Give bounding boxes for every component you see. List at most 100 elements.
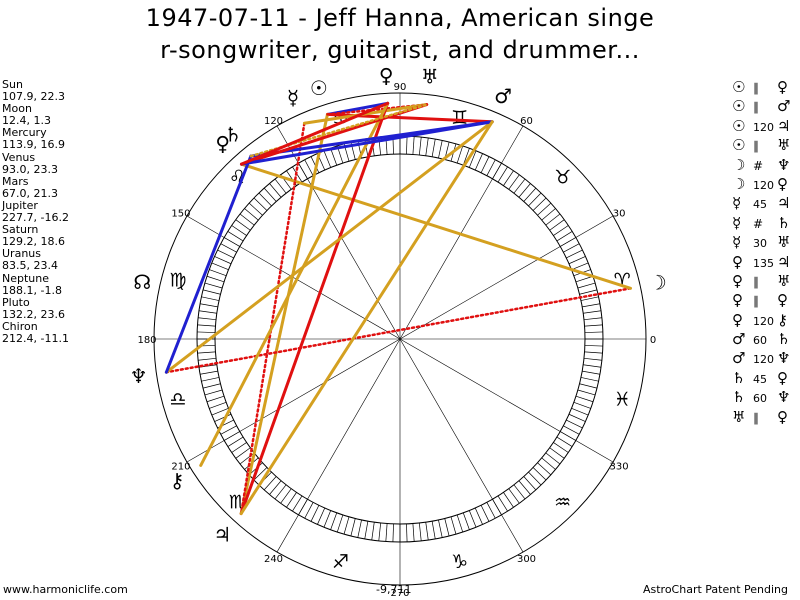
degree-tick [523,476,537,491]
planet-positions-list: Sun 107.9, 22.3 Moon 12.4, 1.3 Mercury 113.9,… [2,78,69,345]
aspect-type: 60 [753,392,767,406]
aspect-line [239,112,329,516]
degree-tick [201,377,220,382]
degree-tick [286,492,297,508]
degree-tick [310,505,320,522]
aspect-row: ♂ 120 ♆ [732,349,798,368]
aspect-type: ∥ [753,294,759,309]
aspect-planet-b: ♆ [777,349,791,368]
aspect-planet-a: ☉ [732,116,746,135]
degree-tick [304,502,314,519]
aspect-type: 120 [753,120,774,134]
degree-tick [206,275,225,283]
degree-tick [580,296,599,301]
degree-tick [575,275,594,283]
degree-label: 240 [264,554,283,565]
degree-tick [231,225,247,236]
degree-tick [211,407,229,416]
planet-position-value: 83.5, 23.4 [2,259,58,273]
aspect-row: ☉ ∥ ♂ [732,97,798,116]
degree-tick [456,145,464,164]
degree-tick [310,156,320,173]
planet-position-value: 129.2, 18.6 [2,235,65,249]
degree-tick [364,521,369,539]
degree-tick [202,289,221,295]
degree-label: 30 [613,209,626,220]
degree-tick [239,213,255,226]
degree-tick [528,192,542,207]
aspect-line [239,101,390,166]
aspect-type: 120 [753,353,774,367]
degree-tick [532,197,547,211]
degree-tick [209,269,227,277]
degree-tick [532,467,547,481]
degree-tick [486,159,496,176]
degree-tick [217,249,234,259]
degree-tick [197,331,216,333]
degree-tick [317,507,326,525]
sign-spoke [399,338,524,553]
aspect-type: ∥ [753,139,759,154]
degree-label: 300 [517,554,536,565]
aspect-type: ∥ [753,274,759,289]
degree-tick [503,170,514,186]
aspect-row: ☿ 30 ♅ [732,233,798,252]
degree-tick [584,351,603,354]
aspect-type: ∥ [753,81,759,95]
aspect-planet-b: ♀ [777,174,788,193]
degree-tick [568,256,586,265]
degree-tick [235,447,251,459]
degree-tick [220,243,237,253]
degree-tick [197,351,216,354]
planet-position-value: 212.4, -11.1 [2,331,69,345]
degree-tick [508,488,520,504]
degree-tick [541,457,556,470]
planet-position-value: 113.9, 16.9 [2,138,65,152]
footer-website[interactable]: www.harmoniclife.com [3,583,128,596]
aspect-planet-a: ♂ [732,349,746,368]
aspect-planet-b: ♆ [777,388,791,407]
aspect-planet-a: ☽ [732,174,746,193]
degree-tick [406,136,408,155]
degree-tick [545,452,561,465]
degree-tick [468,150,477,168]
aspect-planet-b: ♅ [777,271,791,290]
footer-center-value: -9,711 [376,583,412,596]
degree-tick [274,178,287,194]
aspect-row: ♀ 120 ⚷ [732,311,798,330]
aspect-line [165,287,632,374]
aspect-line [239,162,632,290]
zodiac-sign-icon: ♓ [614,389,631,411]
degree-tick [204,389,223,396]
aspect-planet-b: ♀ [777,78,788,96]
degree-tick [541,208,556,221]
degree-tick [214,413,232,422]
degree-tick [197,324,216,327]
planet-name: Sun [2,78,23,91]
degree-tick [227,231,244,242]
degree-tick [580,377,599,382]
degree-tick [200,370,218,375]
aspect-planet-b: ♃ [777,116,791,135]
degree-tick [577,389,596,396]
degree-tick [583,357,602,361]
aspect-planet-b: ⚷ [777,310,788,329]
zodiac-sign-icon: ♍ [169,269,186,291]
degree-tick [258,192,272,207]
degree-tick [220,425,237,435]
degree-tick [438,519,443,538]
aspect-planet-a: ☉ [732,136,746,155]
aspect-row: ☉ ∥ ♅ [732,136,798,155]
degree-tick [412,136,415,155]
aspect-planet-a: ♅ [732,407,746,426]
degree-tick [200,303,218,308]
aspect-line [239,120,494,166]
degree-tick [462,512,470,530]
degree-tick [563,243,580,253]
degree-tick [553,442,569,453]
degree-label: 60 [520,116,533,127]
sign-spoke [276,125,401,340]
planet-glyph-icon: ☉ [310,76,328,100]
sign-spoke [399,215,614,340]
aspect-row: ☉ ∥ ♀ [732,78,798,97]
